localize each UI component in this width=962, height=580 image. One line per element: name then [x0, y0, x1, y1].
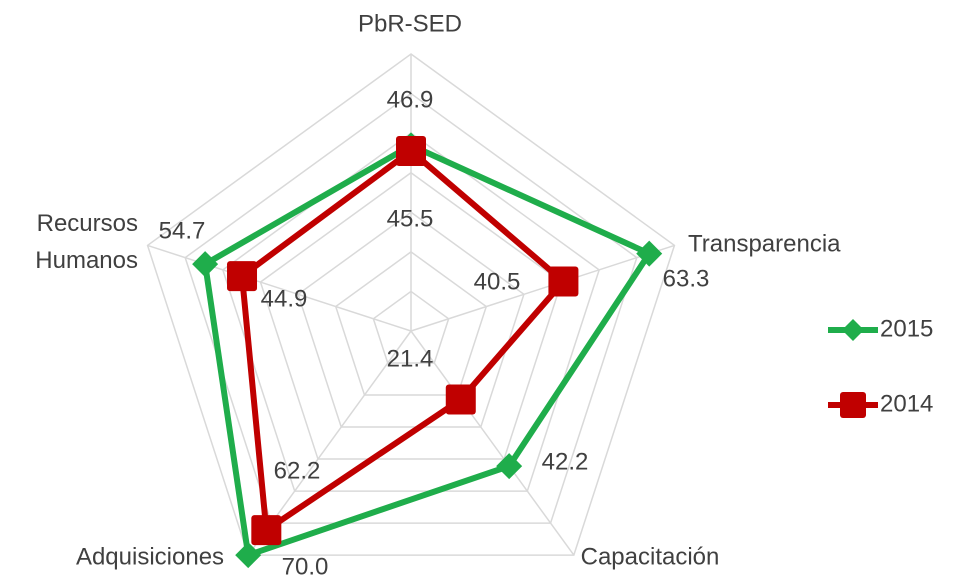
marker: [636, 240, 663, 267]
series-line: [202, 142, 653, 559]
data-label: 44.9: [261, 285, 308, 312]
data-label: 42.2: [542, 448, 589, 475]
category-label: Adquisiciones: [76, 543, 224, 570]
data-label: 40.5: [474, 268, 521, 295]
marker: [445, 384, 476, 415]
category-label-line: Recursos: [37, 210, 138, 237]
legend-label: 2015: [880, 315, 933, 342]
legend-label: 2014: [880, 390, 933, 417]
data-label: 70.0: [282, 553, 329, 580]
category-label: Capacitación: [581, 543, 720, 570]
marker: [496, 453, 523, 480]
data-label: 21.4: [387, 345, 434, 372]
marker: [235, 542, 262, 569]
data-label: 62.2: [274, 457, 321, 484]
spoke: [410, 244, 675, 332]
category-label: Transparencia: [688, 230, 841, 257]
grid-ring: [146, 53, 676, 556]
legend-marker: [842, 319, 864, 341]
category-label-line: Humanos: [35, 247, 138, 274]
data-label: 54.7: [159, 217, 206, 244]
grid-ring: [297, 211, 525, 428]
marker: [251, 515, 282, 546]
category-label: Recursos Humanos: [35, 210, 138, 274]
data-label: 45.5: [387, 205, 434, 232]
spoke: [410, 330, 575, 556]
data-label: 63.3: [663, 265, 710, 292]
grid-ring: [334, 250, 488, 396]
grid-ring: [259, 171, 563, 460]
marker: [548, 266, 579, 297]
marker: [192, 251, 219, 278]
data-label: 46.9: [387, 86, 434, 113]
grid-ring: [221, 132, 601, 492]
grid-ring: [372, 290, 450, 364]
series-line: [239, 147, 567, 534]
category-label: PbR-SED: [358, 10, 462, 37]
spoke: [147, 244, 412, 332]
legend-marker: [840, 392, 866, 418]
marker: [396, 135, 426, 166]
marker: [227, 261, 258, 292]
